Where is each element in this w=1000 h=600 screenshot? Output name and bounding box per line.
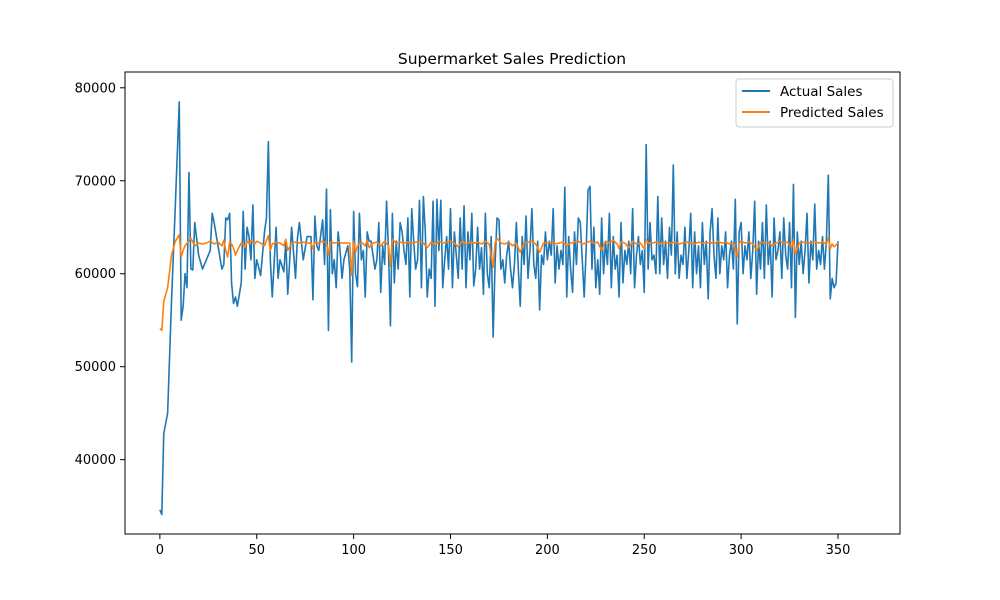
x-tick-label: 200: [535, 543, 560, 558]
y-tick-label: 50000: [75, 360, 116, 375]
x-tick-label: 300: [729, 543, 754, 558]
legend-box: [735, 78, 894, 128]
x-tick-label: 350: [826, 543, 851, 558]
series-layer: [159, 100, 839, 516]
x-tick-label: 150: [438, 543, 463, 558]
series-line-actual: [159, 100, 839, 516]
legend-label-predicted: Predicted Sales: [780, 105, 884, 121]
y-axis: 40000 50000 60000 70000 80000: [75, 81, 125, 468]
y-tick-label: 60000: [75, 267, 116, 282]
legend-label-actual: Actual Sales: [780, 84, 863, 100]
x-tick-label: 100: [341, 543, 366, 558]
chart-title: Supermarket Sales Prediction: [398, 50, 626, 68]
y-tick-label: 40000: [75, 453, 116, 468]
x-tick-label: 50: [248, 543, 265, 558]
series-line-predicted: [159, 233, 839, 332]
legend: Actual Sales Predicted Sales: [735, 78, 894, 128]
x-tick-label: 0: [156, 543, 164, 558]
x-axis: 0 50 100 150 200 250 300 350: [156, 534, 851, 558]
y-tick-label: 70000: [75, 174, 116, 189]
x-tick-label: 250: [632, 543, 657, 558]
plot-frame: [124, 71, 901, 535]
y-tick-label: 80000: [75, 81, 116, 96]
